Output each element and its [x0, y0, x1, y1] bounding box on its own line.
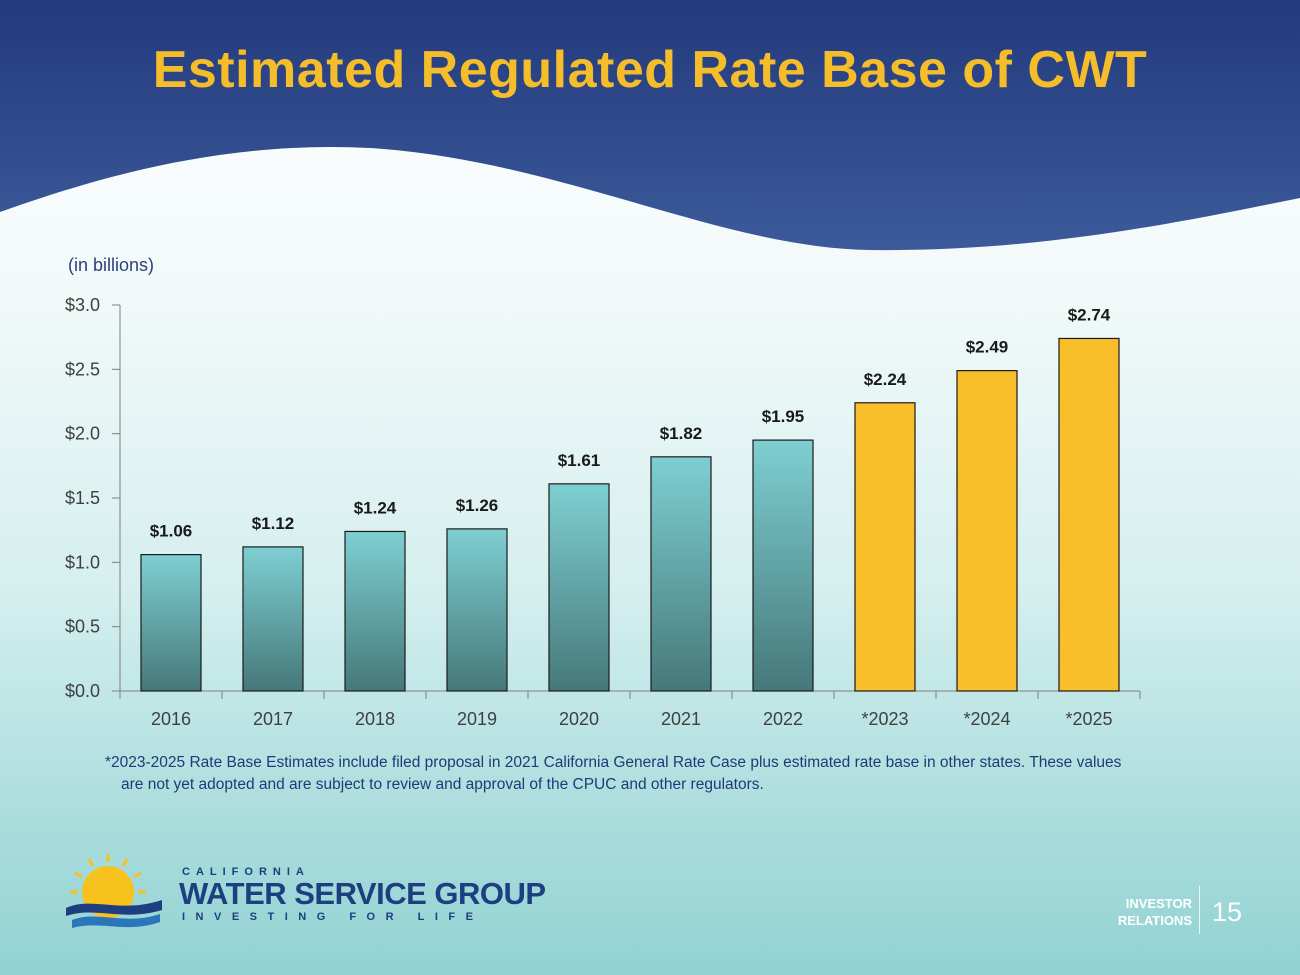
historical-bar: [242, 546, 304, 692]
header-wave-background: [0, 0, 1300, 251]
x-tick-label: *2024: [963, 709, 1010, 729]
y-tick-label: $2.5: [65, 359, 100, 379]
x-tick-label: 2016: [151, 709, 191, 729]
x-axis: 2016 2017 2018 2019 2020 2021 2022 *2023 *2024 *2…: [119, 690, 1141, 729]
bar-data-label: $1.61: [558, 451, 601, 470]
bar-data-label: $1.06: [150, 522, 193, 541]
logo-name: WATER SERVICE GROUP: [179, 876, 546, 911]
x-tick-label: 2020: [559, 709, 599, 729]
data-labels: $1.06 $1.12 $1.24 $1.26 $1.61 $1.82 $1.95 $2.24…: [150, 305, 1111, 540]
bar-data-label: $1.24: [354, 498, 397, 517]
historical-bar: [446, 528, 508, 692]
y-tick-label: $2.0: [65, 424, 100, 444]
footnote-line-2: are not yet adopted and are subject to r…: [121, 776, 764, 793]
historical-bar: [548, 483, 610, 692]
y-tick-label: $1.5: [65, 488, 100, 508]
investor-relations-line-1: INVESTOR: [1125, 896, 1192, 911]
estimated-bar: [854, 402, 916, 692]
logo-top-text: CALIFORNIA: [182, 866, 310, 878]
y-tick-label: $0.5: [65, 617, 100, 637]
historical-bar: [140, 554, 202, 692]
investor-relations-line-2: RELATIONS: [1117, 913, 1192, 928]
slide-title: Estimated Regulated Rate Base of CWT: [152, 41, 1148, 99]
bar-data-label: $1.26: [456, 496, 499, 515]
estimated-bar: [956, 370, 1018, 692]
estimated-bar: [1058, 337, 1120, 692]
y-axis: $0.0 $0.5 $1.0 $1.5 $2.0 $2.5 $3.0: [65, 295, 121, 701]
historical-bar: [752, 439, 814, 692]
bar-data-label: $2.24: [864, 370, 907, 389]
x-tick-label: 2021: [661, 709, 701, 729]
x-tick-label: *2023: [861, 709, 908, 729]
investor-relations-label: INVESTOR RELATIONS: [1108, 895, 1192, 929]
logo-tagline: INVESTING FOR LIFE: [182, 911, 484, 923]
x-tick-label: 2022: [763, 709, 803, 729]
x-tick-label: 2019: [457, 709, 497, 729]
bars: [140, 337, 1120, 692]
historical-bar: [650, 456, 712, 692]
bar-data-label: $1.95: [762, 407, 805, 426]
x-tick-label: 2018: [355, 709, 395, 729]
x-tick-label: 2017: [253, 709, 293, 729]
footnote: *2023-2025 Rate Base Estimates include f…: [105, 752, 1195, 796]
footnote-line-1: *2023-2025 Rate Base Estimates include f…: [105, 754, 1122, 771]
bar-data-label: $1.82: [660, 424, 703, 443]
unit-label: (in billions): [68, 255, 155, 275]
footer-divider: [1199, 886, 1200, 934]
rate-base-bar-chart: $0.0$0.5$1.0$1.5$2.0$2.5$3.0 2016 2017 201…: [65, 295, 1141, 729]
y-tick-label: $3.0: [65, 295, 100, 315]
page-number: 15: [1212, 897, 1243, 927]
bar-data-label: $2.74: [1068, 305, 1111, 324]
sun-and-waves-icon: [66, 854, 162, 928]
x-tick-label: *2025: [1065, 709, 1112, 729]
bar-data-label: $1.12: [252, 514, 295, 533]
y-tick-label: $0.0: [65, 681, 100, 701]
y-tick-label: $1.0: [65, 552, 100, 572]
bar-data-label: $2.49: [966, 338, 1009, 357]
historical-bar: [344, 530, 406, 692]
